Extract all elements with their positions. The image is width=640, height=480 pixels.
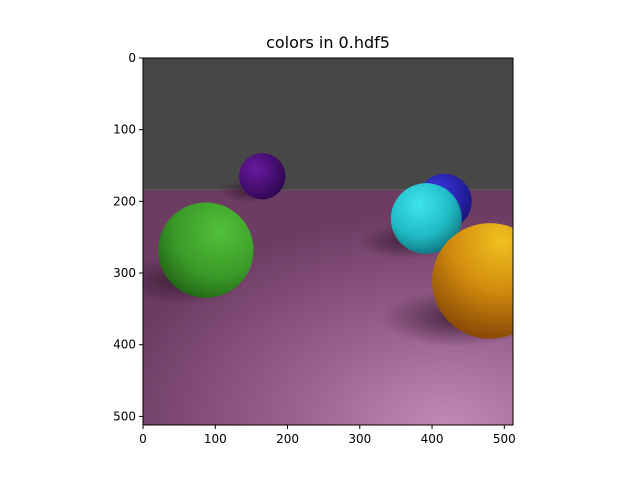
cyan-sphere bbox=[390, 183, 462, 254]
x-tick-label-100: 100 bbox=[204, 432, 227, 446]
x-tick-label-300: 300 bbox=[348, 432, 371, 446]
y-tick-label-500: 500 bbox=[113, 409, 136, 423]
y-tick-label-200: 200 bbox=[113, 194, 136, 208]
y-axis: 0 100 200 300 400 500 bbox=[113, 51, 143, 423]
green-sphere bbox=[158, 202, 254, 298]
axes-frame bbox=[142, 57, 514, 426]
orange-sphere bbox=[432, 223, 513, 339]
x-axis: 0 100 200 300 400 500 bbox=[139, 425, 516, 446]
rendered-image bbox=[143, 58, 513, 425]
x-tick-label-400: 400 bbox=[421, 432, 444, 446]
x-tick-label-500: 500 bbox=[493, 432, 516, 446]
y-tick-label-0: 0 bbox=[128, 51, 136, 65]
x-tick-label-0: 0 bbox=[139, 432, 147, 446]
y-tick-label-100: 100 bbox=[113, 123, 136, 137]
y-tick-label-300: 300 bbox=[113, 266, 136, 280]
x-tick-label-200: 200 bbox=[276, 432, 299, 446]
figure-title: colors in 0.hdf5 bbox=[266, 33, 390, 52]
purple-sphere bbox=[239, 153, 286, 200]
background-wall bbox=[143, 58, 513, 190]
y-tick-label-400: 400 bbox=[113, 338, 136, 352]
spheres bbox=[158, 153, 513, 339]
